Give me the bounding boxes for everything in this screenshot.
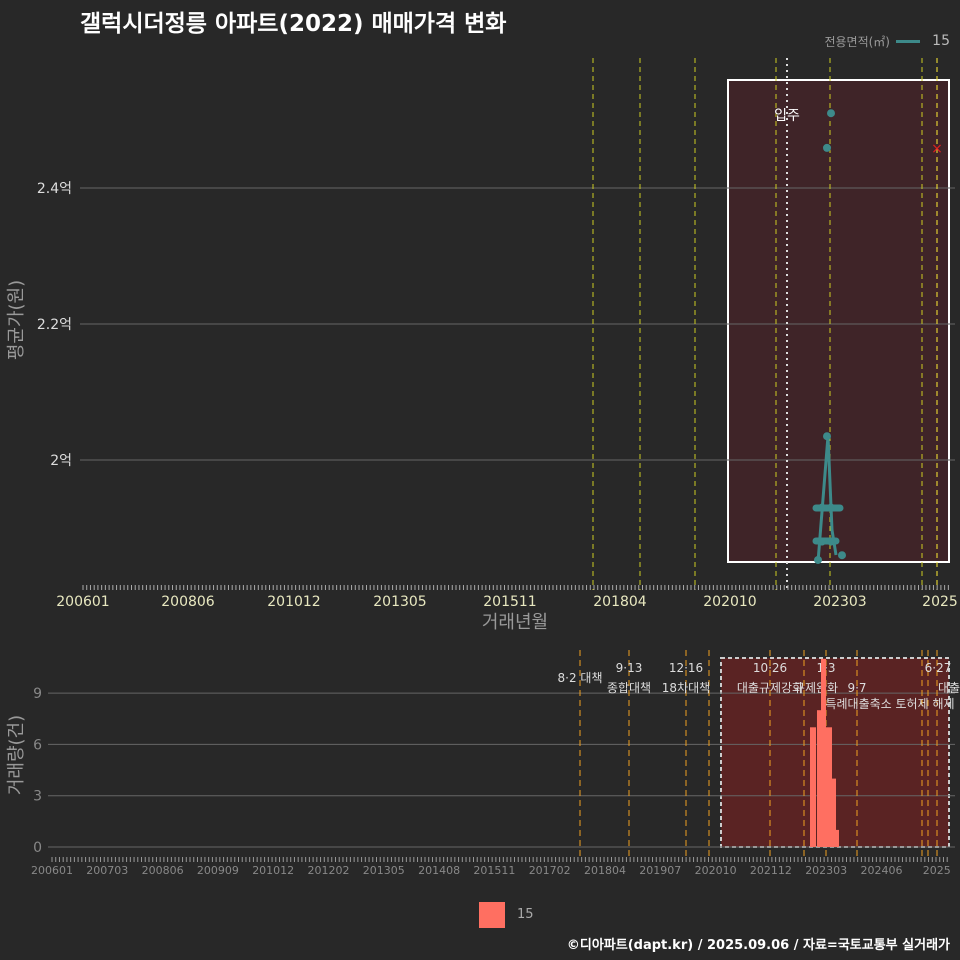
price-point xyxy=(823,143,831,152)
x-tick-label: 201511 xyxy=(483,594,536,610)
x-tick-label: 202303 xyxy=(805,864,847,877)
latest-marker-icon: × xyxy=(931,141,943,157)
footer-credit: ©디아파트(dapt.kr) / 2025.09.06 / 자료=국토교통부 실… xyxy=(566,938,950,953)
x-tick-label: 2025 xyxy=(923,864,951,877)
x-tick-label: 202406 xyxy=(861,864,903,877)
price-point xyxy=(827,109,835,118)
x-tick-label: 202010 xyxy=(703,594,756,610)
price-point xyxy=(814,555,822,564)
event-date: 10·26 xyxy=(753,661,787,675)
y-tick-label: 2억 xyxy=(50,453,72,469)
price-point xyxy=(818,503,826,512)
x-tick-label: 200601 xyxy=(56,594,109,610)
legend-bar-icon xyxy=(479,902,505,928)
event-label: 종합대책 xyxy=(607,680,651,695)
y-tick-label: 9 xyxy=(33,686,42,702)
event-label: 대출규제강화 xyxy=(737,681,803,695)
x-tick-label: 202112 xyxy=(750,864,792,877)
x-tick-label: 201907 xyxy=(639,864,681,877)
price-point xyxy=(838,551,846,560)
x-tick-label: 201804 xyxy=(593,594,647,610)
volume-bar xyxy=(832,778,836,847)
x-tick-label: 2025 xyxy=(922,594,958,610)
event-date: 9·7 xyxy=(847,681,866,695)
x-tick-label: 200806 xyxy=(161,594,215,610)
price-point xyxy=(827,537,835,546)
y-tick-label: 0 xyxy=(33,840,42,856)
volume-bar xyxy=(810,727,816,847)
x-tick-label: 201012 xyxy=(252,864,294,877)
price-point xyxy=(823,432,831,441)
event-label: 규제완화 xyxy=(794,681,838,695)
event-label: 특례대출축소 토허제 해제 xyxy=(825,697,954,711)
price-point xyxy=(818,537,826,546)
y-tick-label: 6 xyxy=(33,737,42,753)
legend-line-icon xyxy=(896,40,920,43)
event-label: 8·2 대책 xyxy=(558,670,603,685)
x-tick-label: 200909 xyxy=(197,864,239,877)
y-tick-label: 2.2억 xyxy=(37,317,72,333)
y-axis-title: 거래량(건) xyxy=(6,715,27,795)
chart-title: 갤럭시더정릉 아파트(2022) 매매가격 변화 xyxy=(80,11,507,37)
volume-bar xyxy=(821,658,826,847)
x-tick-label: 201305 xyxy=(373,594,426,610)
event-label: 대출규제 xyxy=(938,681,960,695)
move-in-label: 입주 xyxy=(774,108,800,124)
x-tick-label: 201702 xyxy=(529,864,571,877)
x-tick-label: 200601 xyxy=(31,864,73,877)
x-tick-label: 200703 xyxy=(86,864,128,877)
x-tick-label: 202303 xyxy=(813,594,866,610)
x-tick-label: 201305 xyxy=(363,864,405,877)
x-tick-label: 201804 xyxy=(584,864,626,877)
y-axis-title: 평균가(원) xyxy=(6,280,27,360)
legend-bar-label: 15 xyxy=(517,907,534,922)
volume-bar xyxy=(836,829,839,847)
event-date: 9·13 xyxy=(616,661,643,675)
legend-title: 전용면적(㎡) xyxy=(824,35,890,49)
x-tick-label: 201408 xyxy=(418,864,460,877)
y-tick-label: 2.4억 xyxy=(37,181,72,197)
x-tick-label: 200806 xyxy=(142,864,184,877)
legend-label: 15 xyxy=(932,33,950,49)
volume-bar xyxy=(826,727,832,847)
price-point xyxy=(827,503,835,512)
volume-bar xyxy=(817,710,821,847)
x-tick-label: 202010 xyxy=(695,864,737,877)
event-date: 12·16 xyxy=(669,661,703,675)
event-label: 18차대책 xyxy=(662,680,710,695)
event-date: 6·27 xyxy=(925,661,952,675)
x-tick-label: 201511 xyxy=(473,864,515,877)
x-axis-title: 거래년월 xyxy=(482,612,548,633)
y-tick-label: 3 xyxy=(33,789,42,805)
x-tick-label: 201012 xyxy=(267,594,320,610)
x-tick-label: 201202 xyxy=(308,864,350,877)
period-highlight xyxy=(727,79,950,563)
